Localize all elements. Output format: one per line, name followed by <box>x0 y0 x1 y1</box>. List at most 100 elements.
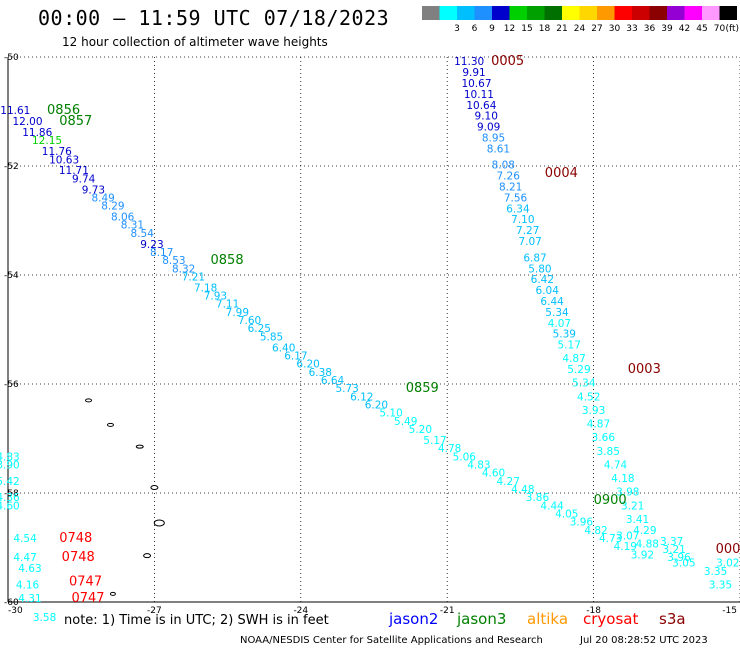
wave-height-label: 3.96 <box>667 552 691 564</box>
wave-height-label: 8.08 <box>492 160 515 172</box>
pass-time-label: 0858 <box>211 253 244 268</box>
wave-height-label: 3.92 <box>631 549 654 561</box>
scale-swatch <box>474 6 492 20</box>
wave-height-label: 10.63 <box>49 154 79 166</box>
wave-height-label: 9.91 <box>462 67 485 79</box>
x-tick-label: -18 <box>586 606 601 616</box>
mission-legend-cryosat: cryosat <box>583 610 638 628</box>
scale-tick-label: 12 <box>504 24 515 34</box>
wave-height-label: 4.48 <box>511 484 534 496</box>
pass-time-label: 0748 <box>59 531 92 546</box>
wave-height-label: 8.06 <box>111 212 135 224</box>
wave-height-label: 5.42 <box>0 476 20 488</box>
wave-height-label: 6.42 <box>531 274 554 286</box>
wave-height-label: 11.71 <box>59 165 89 177</box>
wave-height-label: 6.64 <box>321 375 345 387</box>
wave-height-label: 3.21 <box>621 500 644 512</box>
pass-time-label: 0748 <box>62 550 95 565</box>
wave-height-label: 9.09 <box>477 122 500 134</box>
wave-height-label: 4.47 <box>13 552 36 564</box>
wave-height-label: 5.34 <box>572 378 596 390</box>
scale-tick-label: 21 <box>556 24 567 34</box>
y-tick-label: -50 <box>4 53 19 63</box>
wave-height-label: 8.54 <box>131 228 155 240</box>
wave-height-label: 4.54 <box>13 533 37 545</box>
wave-height-label: 7.26 <box>497 171 521 183</box>
wave-height-label: 5.39 <box>553 329 576 341</box>
wave-height-label: 4.87 <box>562 353 585 365</box>
gridlines <box>8 56 740 602</box>
wave-height-label: 5.80 <box>528 263 551 275</box>
scale-swatch <box>422 6 440 20</box>
scale-swatch <box>509 6 527 20</box>
wave-height-label: 5.85 <box>260 331 283 343</box>
scale-tick-label: 6 <box>472 24 478 34</box>
wave-height-label: 7.56 <box>504 192 528 204</box>
wave-height-label: 8.21 <box>499 182 522 194</box>
wave-height-label: 4.19 <box>614 541 637 553</box>
wave-height-label: 8.32 <box>172 263 195 275</box>
wave-height-label: 3.37 <box>660 536 683 548</box>
scale-swatch <box>492 6 510 20</box>
wave-height-label: 8.61 <box>487 143 510 155</box>
scale-tick-label: 30 <box>609 24 621 34</box>
pass-time-label: 0856 <box>47 103 80 118</box>
scale-swatch <box>649 6 667 20</box>
pass-time-label: 0857 <box>59 114 92 129</box>
wave-height-label: 4.52 <box>577 391 600 403</box>
wave-height-label: 7.11 <box>216 299 239 311</box>
island-outline <box>109 591 116 596</box>
wave-height-label: 3.66 <box>592 432 616 444</box>
wave-height-label: 7.93 <box>204 291 227 303</box>
pass-time-label: 0003 <box>628 362 661 377</box>
island-outline <box>135 444 144 449</box>
wave-height-label: 5.20 <box>409 424 432 436</box>
wave-height-label: 3.86 <box>526 492 550 504</box>
axis-tick-labels: -50 -52 -54 -56 -58 -60-30 -27 -24 -21 -18 -15 <box>4 53 737 616</box>
wave-height-label: 4.63 <box>18 563 41 575</box>
x-tick-label: -24 <box>293 606 308 616</box>
scale-swatch <box>597 6 615 20</box>
wave-height-label: 5.17 <box>558 340 581 352</box>
wave-height-label: 6.20 <box>296 359 319 371</box>
wave-height-label: 9.74 <box>72 173 96 185</box>
wave-height-label: 8.29 <box>101 201 124 213</box>
wave-height-label: 4.29 <box>633 525 656 537</box>
wave-height-label: 3.21 <box>662 544 685 556</box>
wave-height-label: 9.10 <box>475 111 498 123</box>
wave-height-label: 4.78 <box>438 443 461 455</box>
x-tick-label: -15 <box>722 606 737 616</box>
wave-height-label: 4.36 <box>0 492 20 504</box>
wave-height-label: 4.44 <box>540 500 564 512</box>
scale-swatch <box>684 6 702 20</box>
wave-height-label: 4.83 <box>467 459 490 471</box>
wave-height-label: 6.20 <box>365 400 388 412</box>
wave-height-label: 7.21 <box>182 271 205 283</box>
y-tick-label: -56 <box>4 380 19 390</box>
scale-swatch <box>579 6 597 20</box>
wave-height-label: 4.60 <box>482 468 505 480</box>
wave-height-label: 8.49 <box>91 192 114 204</box>
chart-title: 00:00 — 11:59 UTC 07/18/2023 <box>38 6 390 30</box>
y-tick-label: -60 <box>4 598 19 608</box>
wave-height-label: 4.82 <box>584 525 607 537</box>
footer-credit: NOAA/NESDIS Center for Satellite Applica… <box>240 635 543 646</box>
wave-height-label: 5.10 <box>379 408 402 420</box>
scale-swatch <box>544 6 562 20</box>
wave-height-label: 5.49 <box>394 416 417 428</box>
wave-height-label: 6.38 <box>309 367 332 379</box>
wave-height-label: 10.64 <box>466 100 496 112</box>
pass-time-label: 0747 <box>69 575 102 590</box>
x-tick-label: -27 <box>147 606 162 616</box>
scale-swatch <box>719 6 737 20</box>
y-tick-label: -58 <box>4 489 19 499</box>
wave-height-label: 3.93 <box>582 405 605 417</box>
wave-height-label: 4.07 <box>548 318 571 330</box>
wave-height-label: 3.58 <box>33 612 56 624</box>
island-outline <box>143 553 152 559</box>
wave-height-label: 6.40 <box>272 342 295 354</box>
wave-height-label: 4.05 <box>555 509 578 521</box>
scale-tick-label: 18 <box>539 24 551 34</box>
